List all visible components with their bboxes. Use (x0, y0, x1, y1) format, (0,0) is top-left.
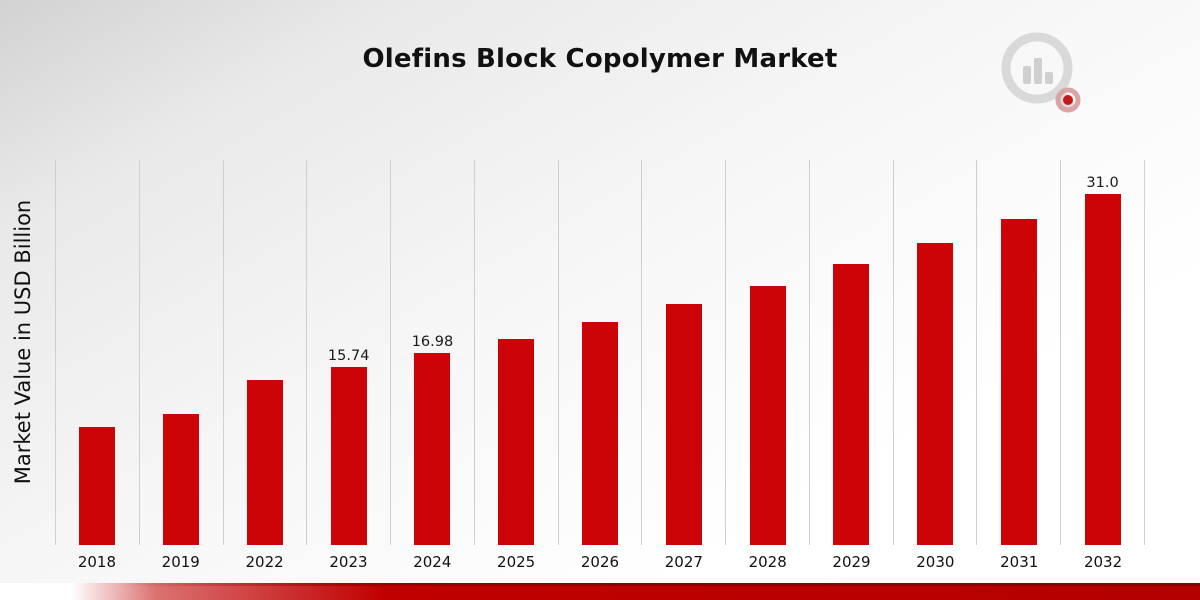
bar (414, 353, 451, 545)
bar (1000, 219, 1037, 545)
bar (833, 264, 870, 545)
x-tick-label: 2026 (580, 553, 620, 571)
bar (665, 304, 702, 545)
x-tick-label: 2024 (413, 553, 452, 571)
category-column: 31.0 (1061, 160, 1145, 545)
x-tick-label: 2029 (832, 553, 871, 571)
category-column (559, 160, 643, 545)
bar-value-label: 16.98 (411, 334, 454, 350)
x-tick-label: 2019 (161, 553, 200, 571)
bar (330, 367, 367, 545)
x-tick-label: 2025 (497, 553, 536, 571)
chart-title: Olefins Block Copolymer Market (362, 44, 838, 74)
x-tick-label: 2028 (748, 553, 787, 571)
x-tick-label: 2027 (664, 553, 703, 571)
bar-value-label: 15.74 (327, 348, 370, 364)
category-column (140, 160, 224, 545)
category-column (977, 160, 1062, 545)
x-tick-label: 2018 (77, 553, 117, 571)
bar (917, 243, 954, 545)
bottom-accent-band (0, 583, 1200, 600)
category-column (810, 160, 894, 545)
bar (163, 414, 200, 545)
category-column (894, 160, 978, 545)
x-axis: 2018 2019 2022 2023 2024 2025 2026 2027 2028 2029… (55, 550, 1145, 574)
x-tick-label: 2030 (916, 553, 955, 571)
category-column (642, 160, 727, 545)
plot-area: 15.74 16.98 31.0 (55, 160, 1145, 545)
x-tick-label: 2022 (245, 553, 284, 571)
bar (79, 427, 116, 545)
bar (749, 286, 786, 545)
bar (581, 322, 618, 545)
y-axis-label: Market Value in USD Billion (11, 199, 35, 485)
x-tick-label: 2031 (1000, 553, 1039, 571)
bar (1084, 194, 1121, 545)
bar (498, 339, 535, 545)
x-tick-label: 2032 (1083, 553, 1123, 571)
category-column (55, 160, 140, 545)
bar (246, 380, 283, 545)
category-column (726, 160, 810, 545)
category-column: 16.98 (391, 160, 475, 545)
category-column (475, 160, 559, 545)
x-tick-label: 2023 (329, 553, 368, 571)
magnifier-bar-chart-logo-icon (1001, 32, 1081, 113)
category-column: 15.74 (307, 160, 392, 545)
category-column (224, 160, 308, 545)
bar-value-label: 31.0 (1086, 175, 1119, 191)
